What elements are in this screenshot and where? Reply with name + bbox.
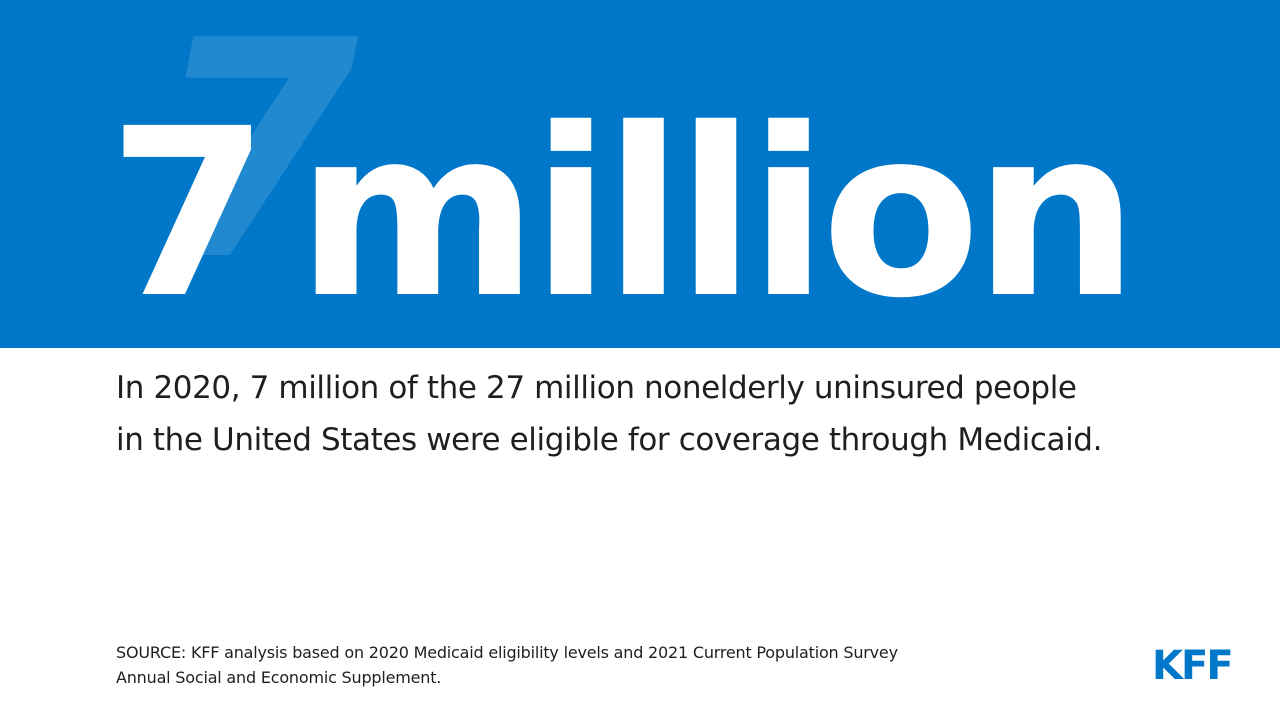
headline-banner: 7 7 million [0, 0, 1280, 348]
stat-description-line: in the United States were eligible for c… [116, 422, 1103, 458]
stat-description: In 2020, 7 million of the 27 million non… [116, 362, 1236, 466]
source-note: SOURCE: KFF analysis based on 2020 Medic… [116, 640, 1016, 690]
headline-stat: 7 million [108, 98, 1139, 330]
stat-description-line: In 2020, 7 million of the 27 million non… [116, 370, 1077, 406]
ghost-number-watermark: 7 [150, 0, 359, 326]
source-note-line: Annual Social and Economic Supplement. [116, 668, 442, 687]
headline-unit: million [296, 79, 1138, 348]
headline-number: 7 [108, 79, 269, 348]
source-note-line: SOURCE: KFF analysis based on 2020 Medic… [116, 643, 898, 662]
kff-logo: KFF [1152, 643, 1234, 689]
